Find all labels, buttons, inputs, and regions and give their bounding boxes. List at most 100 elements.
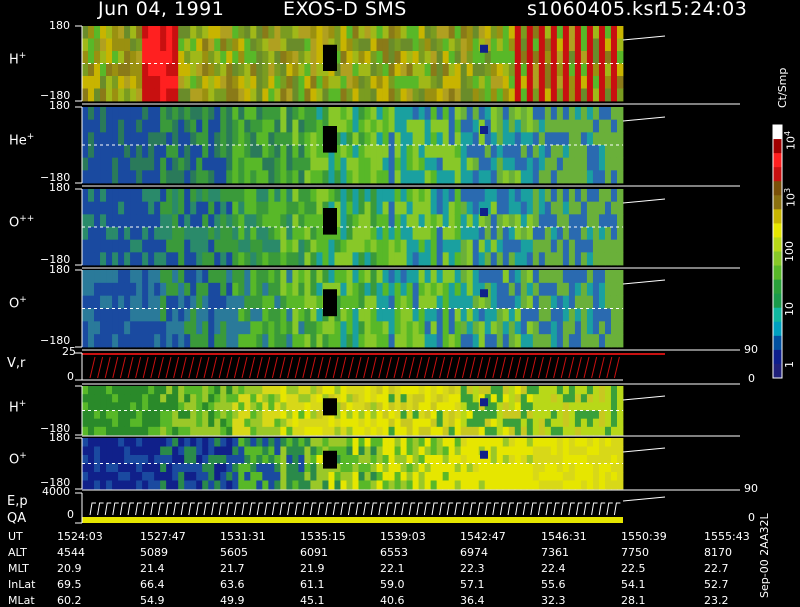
heatmap-cell (334, 463, 341, 473)
heatmap-cell (556, 145, 564, 159)
heatmap-cell (616, 214, 624, 228)
heatmap-cell (346, 239, 353, 253)
heatmap-cell (376, 38, 383, 52)
heatmap-cell (268, 227, 275, 241)
heatmap-cell (340, 321, 347, 335)
heatmap-cell (436, 480, 444, 490)
heatmap-cell (496, 455, 504, 464)
trace-line (180, 502, 188, 516)
heatmap-cell (532, 463, 540, 473)
heatmap-cell (160, 472, 167, 481)
heatmap-cell (508, 227, 516, 241)
heatmap-cell (250, 270, 257, 284)
heatmap-cell (88, 472, 95, 481)
heatmap-cell (202, 438, 209, 447)
heatmap-cell (610, 26, 618, 39)
trace-line (423, 356, 430, 379)
heatmap-cell (604, 170, 612, 184)
heatmap-cell (148, 201, 155, 215)
heatmap-cell (166, 386, 173, 395)
heatmap-cell (316, 76, 323, 89)
heatmap-cell (238, 295, 245, 309)
heatmap-cell (160, 394, 167, 403)
heatmap-cell (604, 76, 612, 89)
heatmap-cell (94, 157, 101, 171)
heatmap-cell (442, 295, 450, 309)
heatmap-cell (268, 308, 275, 322)
heatmap-cell (226, 472, 233, 481)
heatmap-cell (250, 107, 257, 121)
heatmap-cell (394, 26, 401, 39)
heatmap-cell (82, 394, 89, 403)
heatmap-cell (232, 88, 239, 102)
heatmap-cell (550, 394, 558, 403)
heatmap-cell (454, 51, 462, 64)
heatmap-cell (112, 282, 119, 297)
heatmap-cell (190, 170, 197, 184)
heatmap-cell (88, 63, 95, 77)
heatmap-cell (388, 426, 395, 436)
heatmap-cell (178, 145, 185, 159)
heatmap-cell (538, 170, 546, 184)
heatmap-cell (334, 26, 341, 39)
heatmap-cell (262, 394, 269, 403)
heatmap-cell (382, 295, 389, 309)
colorbar-swatch (773, 265, 782, 281)
heatmap-cell (184, 189, 191, 203)
heatmap-cell (538, 201, 546, 215)
heatmap-cell (244, 308, 251, 322)
heatmap-cell (496, 51, 504, 64)
heatmap-cell (508, 426, 516, 436)
heatmap-cell (184, 402, 191, 411)
heatmap-cell (508, 270, 516, 284)
heatmap-cell (514, 119, 522, 133)
heatmap-cell (556, 227, 564, 241)
heatmap-cell (310, 214, 317, 228)
tick-label: 180 (49, 263, 70, 276)
heatmap-cell (550, 132, 558, 146)
heatmap-cell (394, 402, 401, 411)
heatmap-cell (610, 446, 618, 456)
heatmap-cell (352, 455, 359, 464)
heatmap-cell (394, 189, 401, 203)
heatmap-cell (442, 480, 450, 490)
colorbar-swatch (773, 125, 782, 140)
heatmap-cell (424, 132, 432, 146)
heatmap-cell (310, 88, 317, 102)
heatmap-cell (376, 145, 383, 159)
heatmap-cell (82, 51, 89, 64)
heatmap-cell (226, 270, 233, 284)
heatmap-cell (160, 107, 167, 121)
heatmap-cell (82, 463, 89, 473)
trace-line (302, 502, 309, 516)
heatmap-cell (418, 107, 426, 121)
heatmap-cell (388, 402, 395, 411)
heatmap-cell (472, 334, 480, 348)
heatmap-cell (298, 418, 305, 428)
heatmap-cell (166, 227, 173, 241)
heatmap-cell (412, 321, 420, 335)
heatmap-cell (280, 480, 287, 490)
heatmap-cell (514, 51, 522, 64)
heatmap-cell (208, 63, 215, 77)
heatmap-cell (526, 252, 534, 266)
heatmap-cell (520, 308, 528, 322)
heatmap-cell (592, 107, 600, 121)
heatmap-cell (274, 119, 281, 133)
heatmap-cell (406, 51, 414, 64)
heatmap-cell (94, 295, 101, 309)
heatmap-cell (118, 386, 125, 395)
heatmap-cell (514, 227, 522, 241)
heatmap-cell (352, 270, 359, 284)
heatmap-cell (598, 295, 606, 309)
trace-line (218, 356, 225, 379)
heatmap-cell (376, 88, 383, 102)
heatmap-cell (478, 189, 486, 203)
heatmap-cell (172, 214, 179, 228)
table-cell: 54.1 (621, 578, 646, 591)
heatmap-cell (328, 386, 335, 395)
heatmap-cell (100, 334, 107, 348)
heatmap-cell (550, 410, 558, 420)
heatmap-cell (160, 402, 167, 411)
heatmap-cell (166, 410, 173, 420)
